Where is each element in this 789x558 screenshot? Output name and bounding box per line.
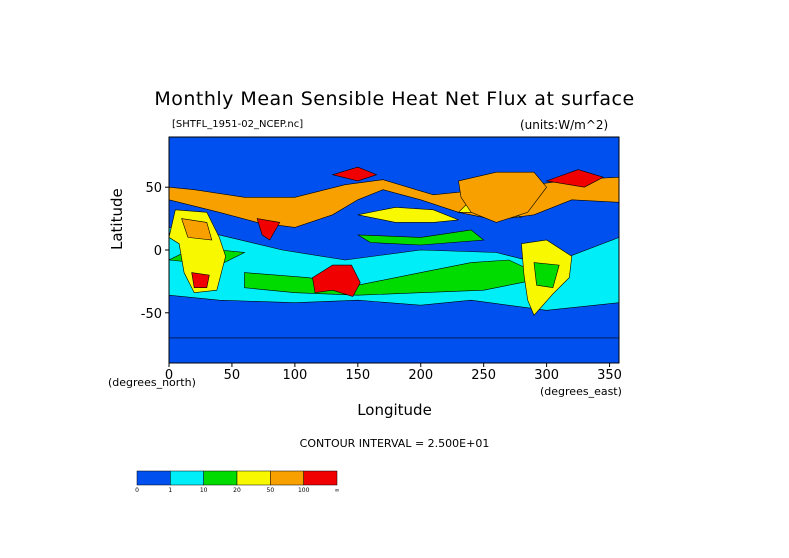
amazon-green <box>533 262 560 289</box>
colorbar-segment <box>203 470 238 486</box>
x-axis-label: Longitude <box>357 401 432 419</box>
colorbar-label: 50 <box>267 487 275 494</box>
colorbar-segment <box>270 470 304 486</box>
northern-green-belt <box>357 229 485 246</box>
x-tick-label: 300 <box>534 368 559 383</box>
gulfstream-red <box>545 169 605 188</box>
x-tick-label: 150 <box>345 368 370 383</box>
chart-title: Monthly Mean Sensible Heat Net Flux at s… <box>154 88 635 110</box>
y-tick-label: 50 <box>145 181 162 196</box>
colorbar-segment <box>136 470 171 486</box>
axis-ticks: 0 50 100 150 200 250 300 350 50 0 -50 <box>141 181 622 383</box>
x-tick-label: 200 <box>408 368 433 383</box>
x-unit-label: (degrees_east) <box>540 385 622 398</box>
antarctic-blue <box>169 337 619 363</box>
colorbar-label: 10 <box>200 487 208 494</box>
kuroshio-red <box>331 166 378 182</box>
x-tick-label: 350 <box>597 368 622 383</box>
x-tick-label: 250 <box>471 368 496 383</box>
source-label: [SHTFL_1951-02_NCEP.nc] <box>172 119 304 130</box>
india-red <box>256 218 281 241</box>
units-label: (units:W/m^2) <box>520 118 609 132</box>
colorbar-segment <box>303 470 338 486</box>
colorbar-label: ∞ <box>335 487 340 494</box>
colorbar-segment <box>236 470 271 486</box>
colorbar-segment <box>170 470 204 486</box>
x-tick-label: 50 <box>224 368 241 383</box>
south-africa-red <box>191 272 210 289</box>
colorbar: 0 1 10 20 50 100 ∞ <box>135 470 340 494</box>
colorbar-label: 20 <box>233 487 241 494</box>
north-america <box>458 171 547 223</box>
africa <box>169 209 226 294</box>
y-axis-label: Latitude <box>108 188 126 250</box>
colorbar-label: 1 <box>168 487 172 494</box>
colorbar-label: 100 <box>298 487 310 494</box>
pacific-yellow-patch <box>357 206 459 223</box>
y-tick-label: 0 <box>154 244 162 259</box>
y-tick-label: -50 <box>141 307 162 322</box>
flux-map <box>169 137 619 363</box>
y-unit-label: (degrees_north) <box>108 376 196 389</box>
colorbar-label: 0 <box>135 487 139 494</box>
australia <box>312 264 361 297</box>
x-tick-label: 100 <box>282 368 307 383</box>
contour-interval: CONTOUR INTERVAL = 2.500E+01 <box>299 437 490 450</box>
sahara <box>181 218 213 241</box>
x-tick-label: 0 <box>165 368 173 383</box>
